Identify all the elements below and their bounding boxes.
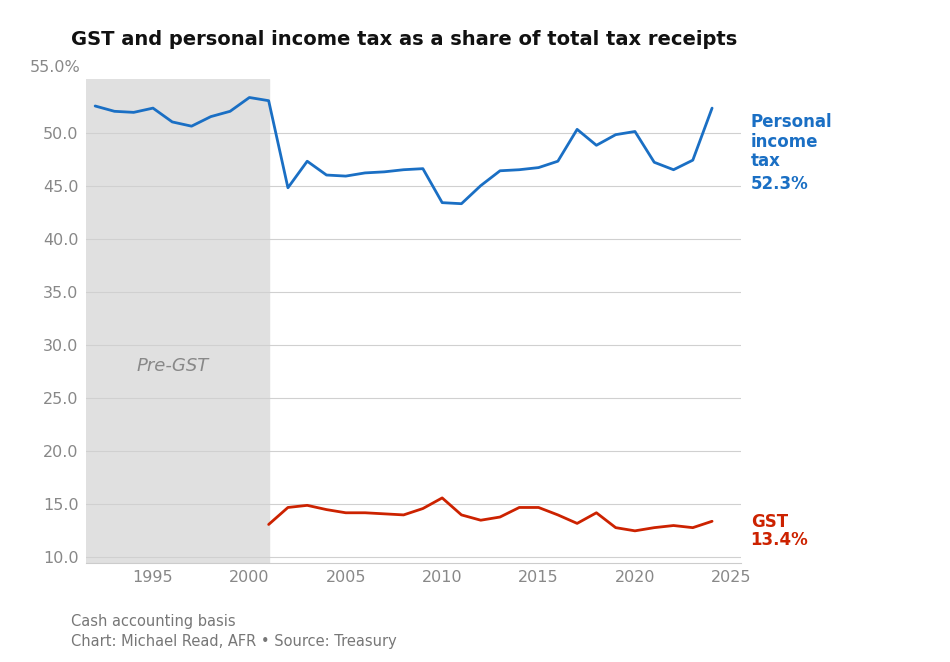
Text: tax: tax: [750, 152, 781, 169]
Text: Pre-GST: Pre-GST: [136, 357, 208, 375]
Text: 13.4%: 13.4%: [750, 531, 808, 549]
Text: 55.0%: 55.0%: [29, 60, 81, 75]
Text: Chart: Michael Read, AFR • Source: Treasury: Chart: Michael Read, AFR • Source: Treas…: [71, 634, 397, 649]
Text: Cash accounting basis: Cash accounting basis: [71, 614, 236, 630]
Text: GST: GST: [750, 513, 788, 531]
Text: Personal: Personal: [750, 113, 832, 132]
Bar: [86, 79, 269, 563]
Text: GST and personal income tax as a share of total tax receipts: GST and personal income tax as a share o…: [71, 30, 737, 49]
Text: 52.3%: 52.3%: [750, 175, 808, 193]
Text: income: income: [750, 132, 818, 150]
